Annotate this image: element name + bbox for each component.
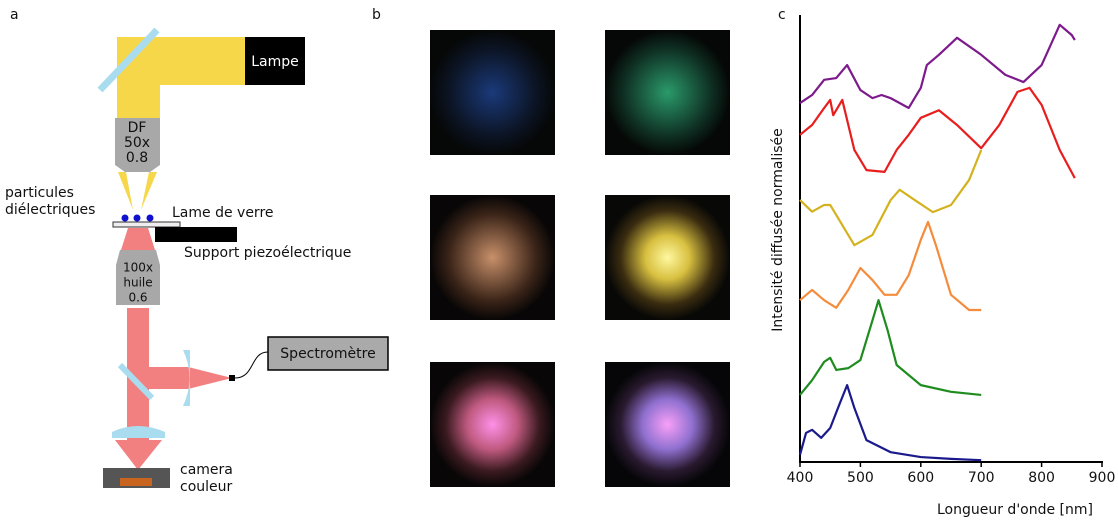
fiber-end xyxy=(229,375,235,381)
image xyxy=(605,30,730,155)
beam xyxy=(118,172,133,210)
beam xyxy=(148,367,188,389)
image xyxy=(605,195,730,320)
panel-label: c xyxy=(778,7,786,23)
objective-label: huile xyxy=(123,276,152,290)
panel-label: b xyxy=(372,7,381,23)
x-tick-label: 800 xyxy=(1028,470,1055,486)
beam xyxy=(141,172,157,210)
objective xyxy=(116,250,160,305)
image xyxy=(430,30,555,155)
image xyxy=(605,362,730,487)
lens xyxy=(112,426,165,438)
support-label: Support piezoélectrique xyxy=(184,245,351,261)
spectrometer-label: Spectromètre xyxy=(280,346,375,362)
spectrum-line xyxy=(799,86,1076,179)
particles-label: particules xyxy=(5,185,74,201)
spectrum-line xyxy=(799,149,983,247)
particle xyxy=(146,214,154,222)
spectrometer xyxy=(267,336,389,371)
beam xyxy=(121,228,155,250)
particle-images xyxy=(430,30,730,487)
spectrum-line xyxy=(798,384,982,462)
slide-label: Lame de verre xyxy=(172,205,274,221)
x-tick-label: 900 xyxy=(1089,470,1116,486)
particle xyxy=(121,214,129,222)
glass-slide xyxy=(112,221,181,228)
objective-label: 0.6 xyxy=(128,291,147,305)
image xyxy=(430,362,555,487)
camera-label: camera xyxy=(180,462,233,478)
spectrum-line xyxy=(799,23,1076,110)
objective-label: 0.8 xyxy=(126,150,148,166)
x-axis-label: Longueur d'onde [nm] xyxy=(937,502,1093,518)
beam xyxy=(117,60,160,120)
x-tick-label: 600 xyxy=(907,470,934,486)
lens xyxy=(183,350,190,406)
beam xyxy=(115,440,162,470)
spectrum-line xyxy=(799,220,982,312)
panel-label: a xyxy=(10,7,19,23)
mirror xyxy=(97,27,160,93)
objective-label: 50x xyxy=(124,135,150,151)
camera-label: couleur xyxy=(180,479,233,495)
lamp xyxy=(245,37,305,85)
beam xyxy=(127,308,149,443)
beam-splitter xyxy=(117,362,155,401)
objective xyxy=(115,118,160,172)
objective-label: 100x xyxy=(123,261,153,275)
particle xyxy=(133,214,141,222)
objective-label: DF xyxy=(128,120,147,136)
y-axis-label: Intensité diffusée normalisée xyxy=(770,128,786,331)
x-tick-label: 400 xyxy=(787,470,814,486)
x-tick-label: 700 xyxy=(968,470,995,486)
spectrum-line xyxy=(799,299,982,397)
x-tick-label: 500 xyxy=(847,470,874,486)
particles-label: diélectriques xyxy=(5,202,95,218)
sensor xyxy=(120,478,152,486)
lamp-label: Lampe xyxy=(251,54,299,70)
fiber xyxy=(234,351,269,379)
piezo-stage xyxy=(155,227,237,242)
beam xyxy=(188,367,232,389)
setup-diagram: Lampe DF 50x 0.8 100x huile 0.6 particul… xyxy=(5,27,389,495)
image xyxy=(430,195,555,320)
